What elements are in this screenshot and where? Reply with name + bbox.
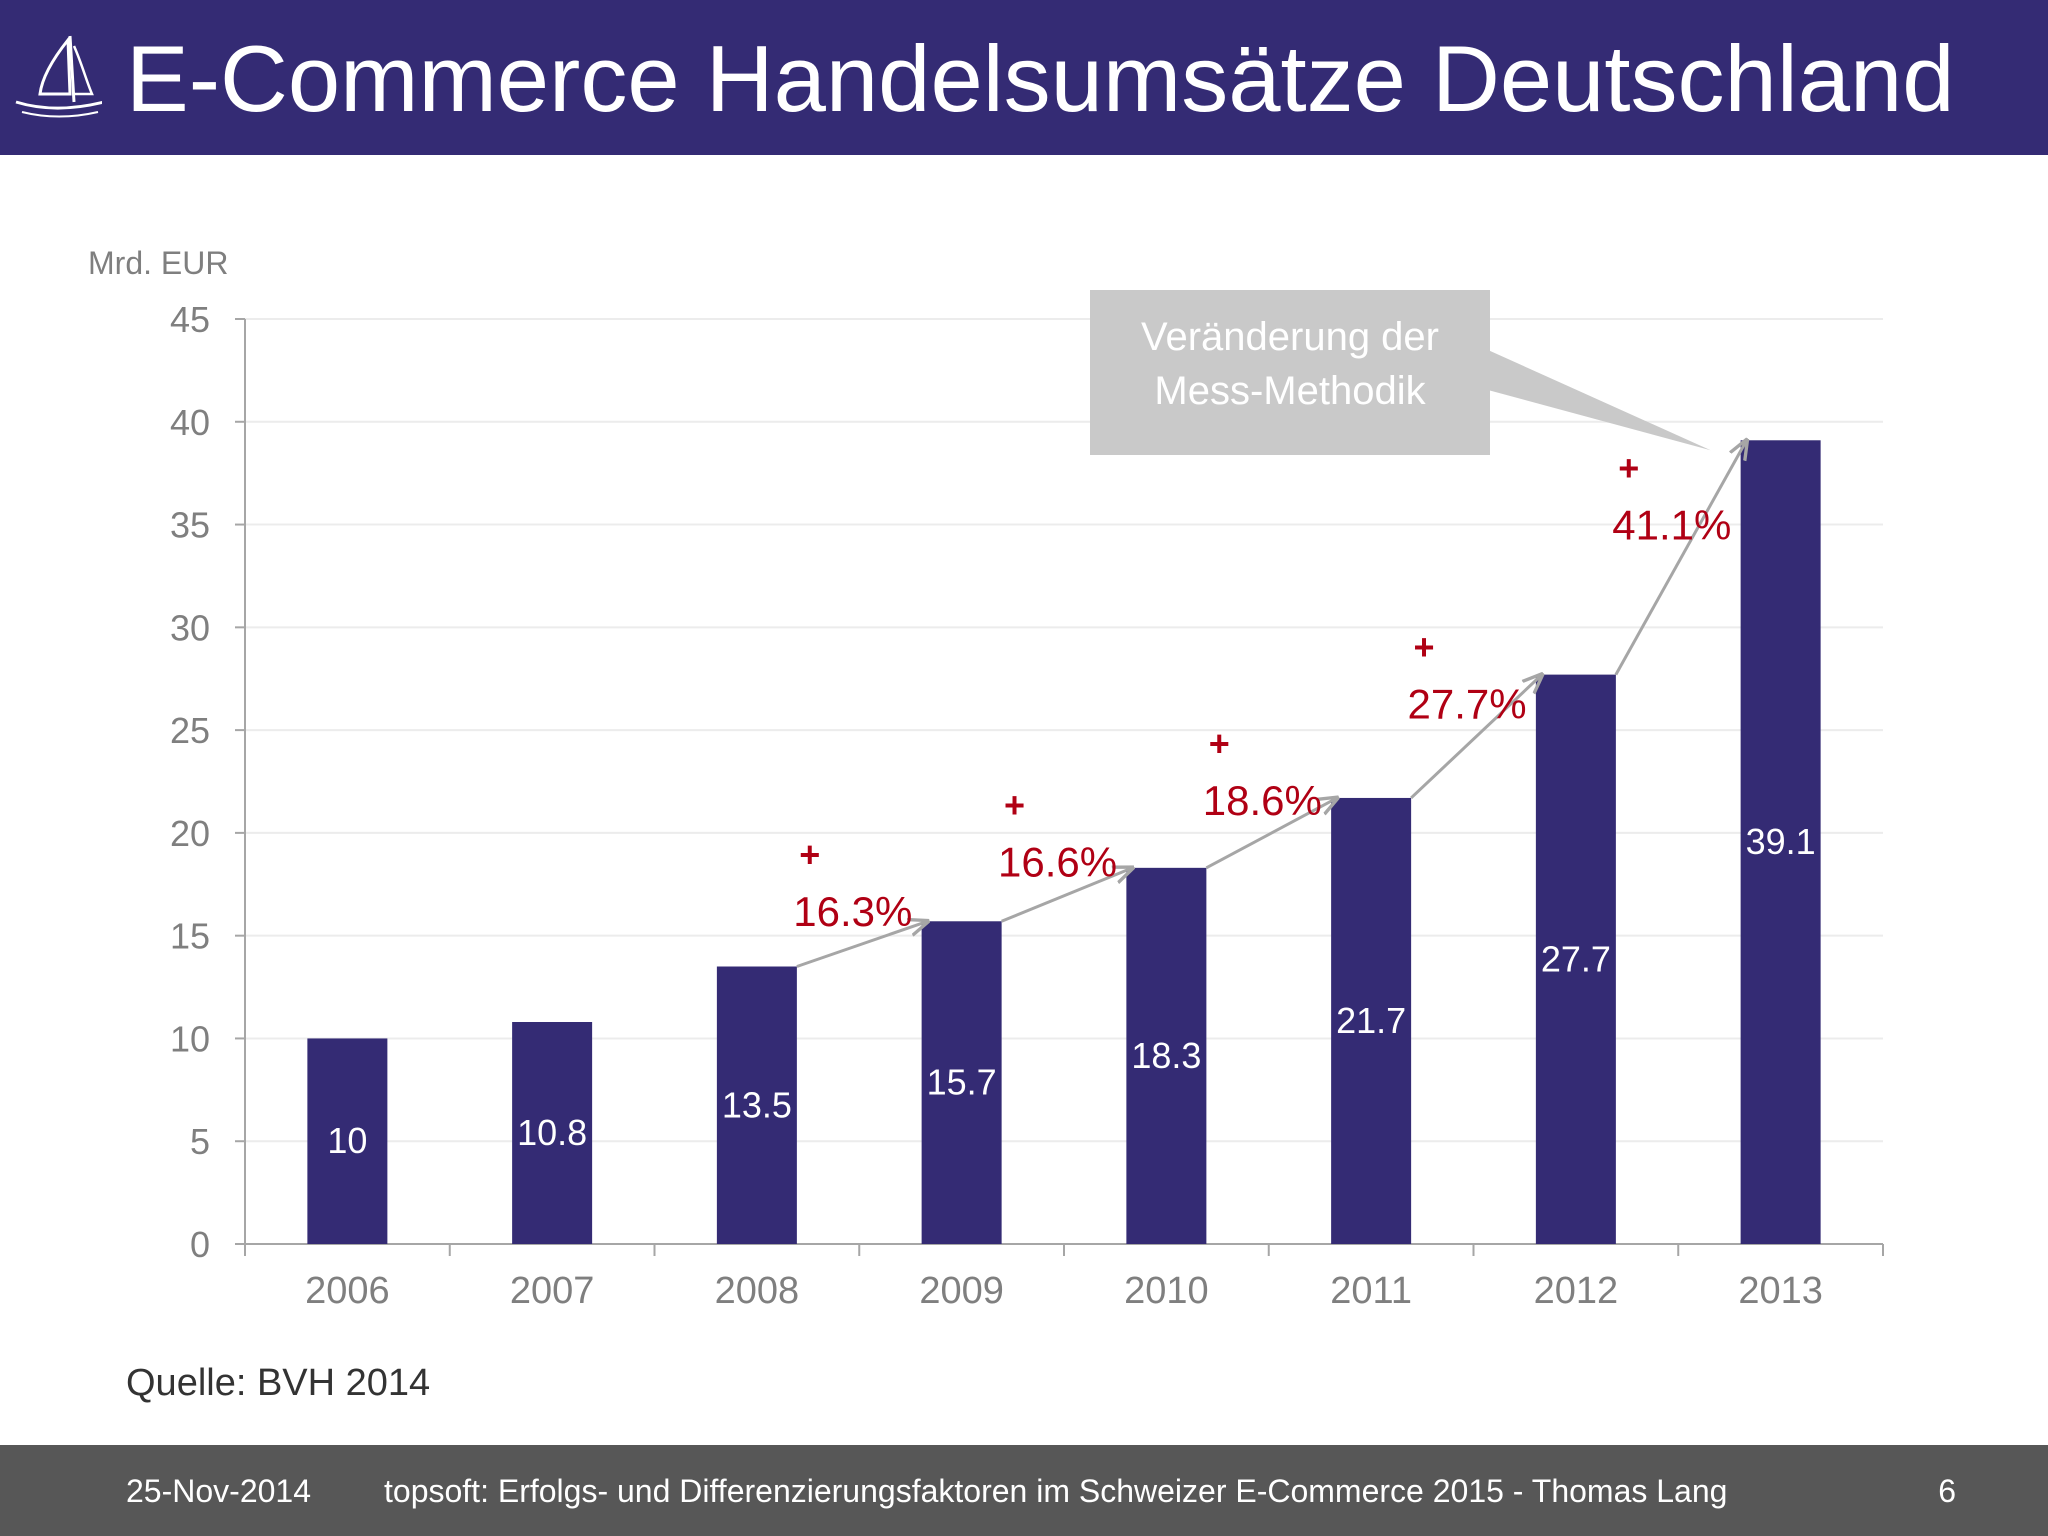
bar-value-label: 13.5 [722,1084,792,1125]
x-tick-label: 2010 [1124,1270,1209,1312]
y-tick-label: 45 [170,299,210,340]
bar [1331,797,1412,1244]
page-number: 6 [1938,1473,1956,1509]
bar [307,1038,388,1244]
bar [716,966,797,1244]
bar [921,921,1002,1244]
bar-value-label: 10 [327,1120,367,1161]
y-tick-label: 0 [190,1224,210,1265]
growth-label: 16.6% [998,839,1117,886]
bar [1740,440,1821,1244]
growth-arrow [1205,798,1337,870]
bar [512,1022,593,1244]
growth-label: 41.1% [1612,501,1731,548]
growth-arrow [1001,868,1133,923]
y-tick-label: 10 [170,1018,210,1059]
y-tick-label: 30 [170,607,210,648]
bar-value-label: 18.3 [1131,1035,1201,1076]
x-tick-label: 2012 [1534,1270,1619,1312]
growth-arrow [796,921,928,968]
footer-date: 25-Nov-2014 [126,1473,311,1509]
growth-label: 18.6% [1203,777,1322,824]
growth-arrow [1410,675,1542,800]
y-tick-label: 5 [190,1121,210,1162]
sailboat-logo-icon [15,35,102,118]
bar [1126,867,1207,1244]
growth-label: 16.3% [793,888,912,935]
growth-plus-sign: + [1414,626,1435,667]
x-tick-label: 2009 [919,1270,1004,1312]
bar-value-label: 15.7 [927,1062,997,1103]
bar-value-label: 39.1 [1746,821,1816,862]
y-tick-label: 35 [170,505,210,546]
y-tick-label: 15 [170,916,210,957]
revenue-bar-chart: 0 5 10 15 20 25 30 35 40 45 Mrd. EUR 10 2006 10.8 2007… [88,245,1884,1312]
callout-line-1: Veränderung der [1141,315,1439,359]
footer-bar: 25-Nov-2014 topsoft: Erfolgs- und Differ… [0,1445,2048,1536]
callout-line-2: Mess-Methodik [1154,369,1426,413]
growth-plus-sign: + [1618,447,1639,488]
y-tick-label: 40 [170,402,210,443]
x-tick-label: 2013 [1738,1270,1823,1312]
growth-plus-sign: + [799,834,820,875]
growth-plus-sign: + [1209,723,1230,764]
bar-value-label: 27.7 [1541,938,1611,979]
growth-plus-sign: + [1004,785,1025,826]
x-tick-label: 2011 [1330,1270,1412,1312]
bar-value-label: 21.7 [1336,1000,1406,1041]
footer-text: topsoft: Erfolgs- und Differenzierungsfa… [384,1473,1728,1509]
y-tick-label: 25 [170,710,210,751]
growth-label: 27.7% [1408,680,1527,727]
header-bar: E-Commerce Handelsumsätze Deutschland [0,0,2048,155]
source-note: Quelle: BVH 2014 [126,1362,431,1404]
x-tick-label: 2006 [305,1270,390,1312]
bar-value-label: 10.8 [517,1112,587,1153]
growth-arrow [1614,440,1747,676]
x-tick-label: 2008 [715,1270,800,1312]
callout-pointer [1488,350,1711,451]
y-axis-label: Mrd. EUR [88,245,228,281]
x-tick-label: 2007 [510,1270,595,1312]
callout-box [1090,290,1490,455]
y-tick-label: 20 [170,813,210,854]
page-title: E-Commerce Handelsumsätze Deutschland [126,26,1955,131]
bar [1535,674,1616,1244]
